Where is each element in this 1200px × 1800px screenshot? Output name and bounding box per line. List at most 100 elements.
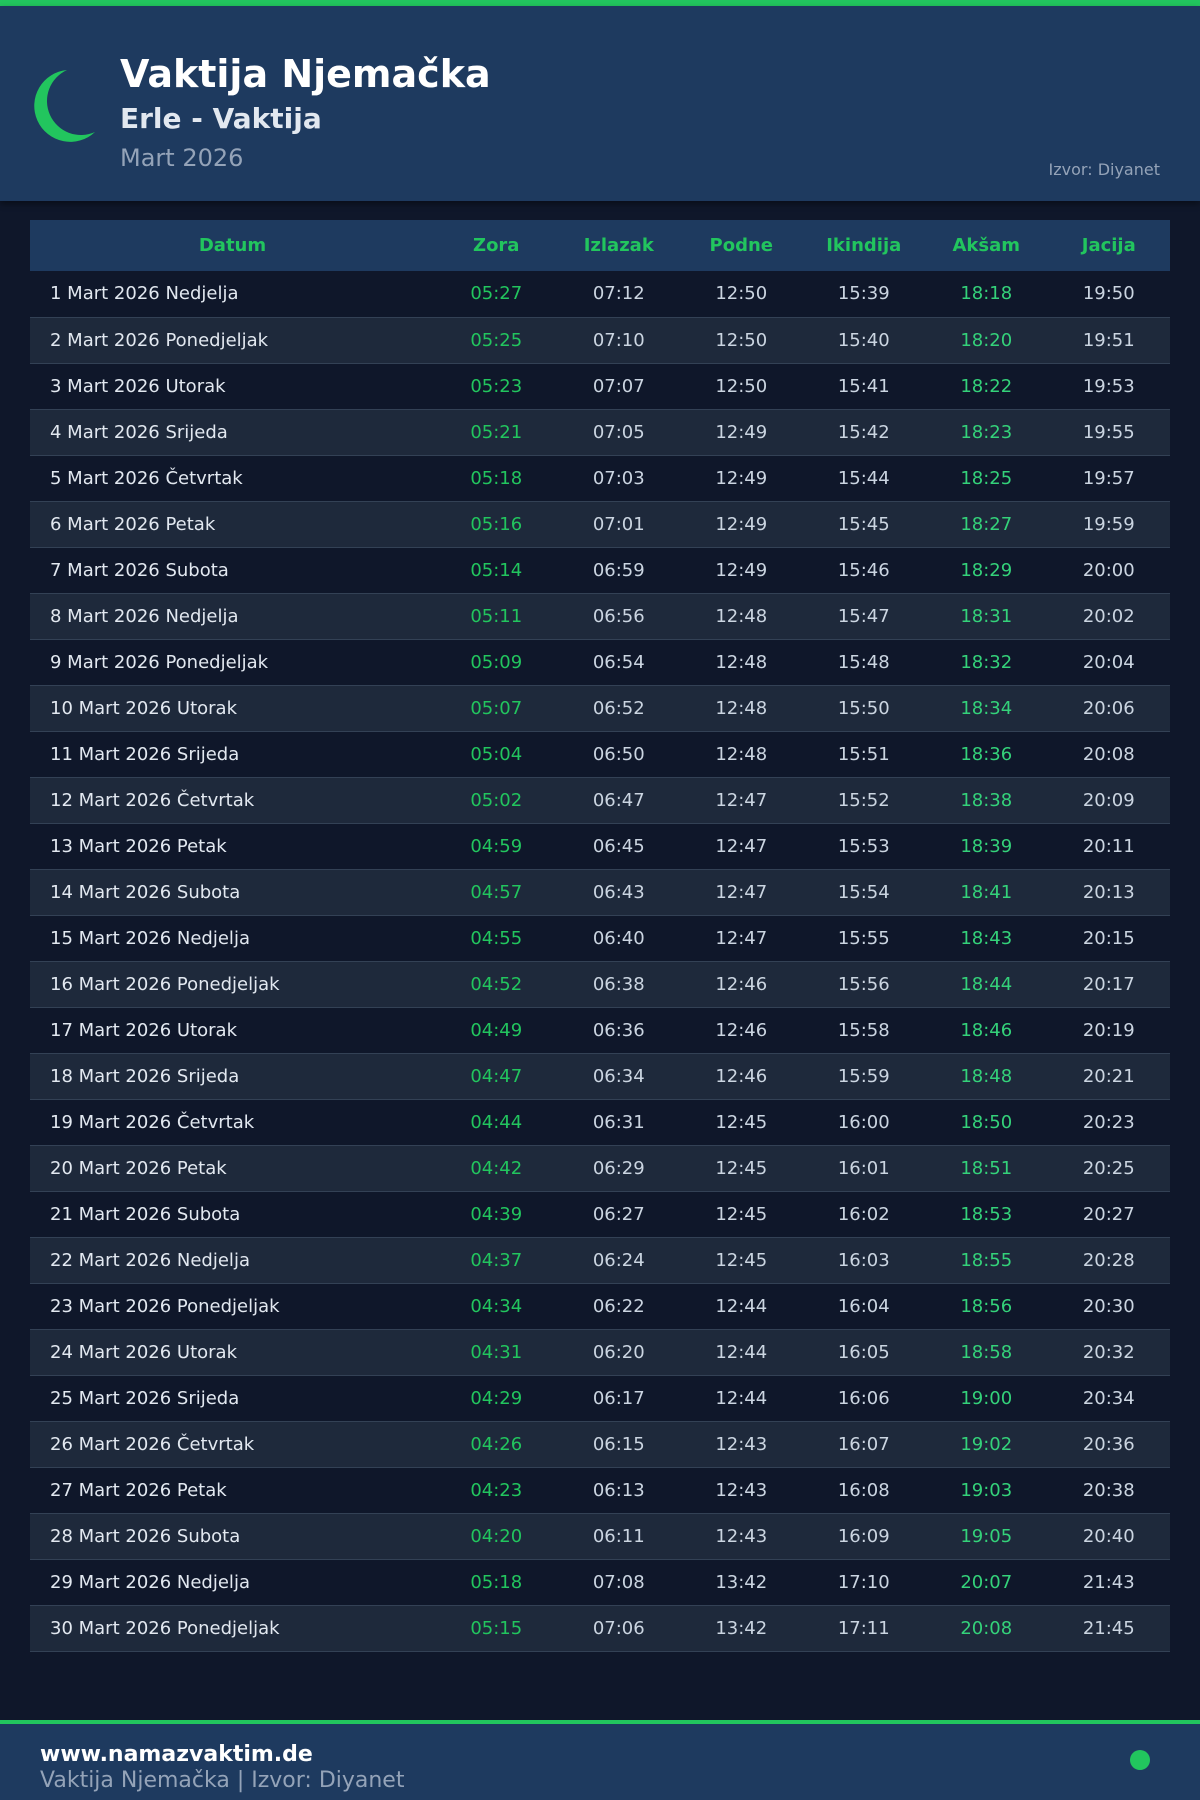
cell-aksam: 18:55 [925, 1237, 1048, 1284]
cell-aksam: 19:05 [925, 1513, 1048, 1560]
page-title: Vaktija Njemačka [120, 52, 491, 96]
cell-podne: 12:48 [680, 685, 803, 732]
top-accent-bar [0, 0, 1200, 6]
table-row: 2 Mart 2026 Ponedjeljak 05:25 07:10 12:50 15… [30, 317, 1170, 364]
cell-aksam: 18:18 [925, 271, 1048, 318]
cell-date: 23 Mart 2026 Ponedjeljak [30, 1283, 435, 1330]
cell-izlazak: 06:43 [557, 869, 680, 916]
cell-zora: 04:44 [435, 1099, 558, 1146]
cell-ikindija: 15:58 [802, 1007, 925, 1054]
cell-podne: 12:50 [680, 271, 803, 318]
cell-izlazak: 06:54 [557, 639, 680, 686]
cell-ikindija: 15:55 [802, 915, 925, 962]
cell-podne: 13:42 [680, 1559, 803, 1606]
cell-date: 22 Mart 2026 Nedjelja [30, 1237, 435, 1284]
cell-jacija: 19:55 [1047, 409, 1170, 456]
source-label: Izvor: Diyanet [1048, 160, 1160, 179]
column-header-date: Datum [30, 220, 435, 271]
cell-ikindija: 15:54 [802, 869, 925, 916]
cell-podne: 13:42 [680, 1605, 803, 1652]
table-row: 28 Mart 2026 Subota 04:20 06:11 12:43 16:09 1… [30, 1513, 1170, 1560]
table-row: 7 Mart 2026 Subota 05:14 06:59 12:49 15:46 18… [30, 547, 1170, 594]
cell-aksam: 18:20 [925, 317, 1048, 364]
cell-izlazak: 07:07 [557, 363, 680, 410]
cell-ikindija: 16:03 [802, 1237, 925, 1284]
cell-date: 6 Mart 2026 Petak [30, 501, 435, 548]
cell-date: 2 Mart 2026 Ponedjeljak [30, 317, 435, 364]
table-row: 12 Mart 2026 Četvrtak 05:02 06:47 12:47 15:5… [30, 777, 1170, 824]
table-row: 11 Mart 2026 Srijeda 05:04 06:50 12:48 15:51… [30, 731, 1170, 778]
column-header-aksam: Akšam [925, 220, 1048, 271]
cell-izlazak: 06:38 [557, 961, 680, 1008]
cell-ikindija: 15:42 [802, 409, 925, 456]
cell-jacija: 20:02 [1047, 593, 1170, 640]
cell-ikindija: 15:45 [802, 501, 925, 548]
cell-ikindija: 15:39 [802, 271, 925, 318]
cell-izlazak: 07:06 [557, 1605, 680, 1652]
cell-podne: 12:49 [680, 501, 803, 548]
table-row: 8 Mart 2026 Nedjelja 05:11 06:56 12:48 15:47… [30, 593, 1170, 640]
cell-zora: 04:49 [435, 1007, 558, 1054]
cell-izlazak: 06:27 [557, 1191, 680, 1238]
cell-ikindija: 16:08 [802, 1467, 925, 1514]
cell-aksam: 18:56 [925, 1283, 1048, 1330]
column-header-ikindija: Ikindija [802, 220, 925, 271]
cell-date: 15 Mart 2026 Nedjelja [30, 915, 435, 962]
cell-aksam: 18:51 [925, 1145, 1048, 1192]
cell-izlazak: 07:05 [557, 409, 680, 456]
table-row: 9 Mart 2026 Ponedjeljak 05:09 06:54 12:48 15… [30, 639, 1170, 686]
cell-jacija: 19:53 [1047, 363, 1170, 410]
cell-zora: 04:52 [435, 961, 558, 1008]
cell-izlazak: 06:36 [557, 1007, 680, 1054]
cell-jacija: 20:21 [1047, 1053, 1170, 1100]
cell-date: 1 Mart 2026 Nedjelja [30, 271, 435, 318]
cell-aksam: 18:25 [925, 455, 1048, 502]
cell-izlazak: 06:22 [557, 1283, 680, 1330]
table-row: 26 Mart 2026 Četvrtak 04:26 06:15 12:43 16:0… [30, 1421, 1170, 1468]
cell-date: 30 Mart 2026 Ponedjeljak [30, 1605, 435, 1652]
cell-zora: 04:39 [435, 1191, 558, 1238]
cell-podne: 12:48 [680, 593, 803, 640]
cell-ikindija: 16:00 [802, 1099, 925, 1146]
cell-jacija: 20:04 [1047, 639, 1170, 686]
column-header-izlazak: Izlazak [557, 220, 680, 271]
cell-aksam: 18:22 [925, 363, 1048, 410]
table-row: 13 Mart 2026 Petak 04:59 06:45 12:47 15:53 18… [30, 823, 1170, 870]
cell-jacija: 20:23 [1047, 1099, 1170, 1146]
cell-date: 12 Mart 2026 Četvrtak [30, 777, 435, 824]
cell-zora: 05:11 [435, 593, 558, 640]
cell-aksam: 18:32 [925, 639, 1048, 686]
cell-ikindija: 16:01 [802, 1145, 925, 1192]
table-row: 16 Mart 2026 Ponedjeljak 04:52 06:38 12:46 1… [30, 961, 1170, 1008]
cell-zora: 05:02 [435, 777, 558, 824]
cell-izlazak: 06:45 [557, 823, 680, 870]
cell-aksam: 19:03 [925, 1467, 1048, 1514]
footer-url[interactable]: www.namazvaktim.de [40, 1742, 313, 1767]
cell-izlazak: 07:12 [557, 271, 680, 318]
table-row: 5 Mart 2026 Četvrtak 05:18 07:03 12:49 15:44… [30, 455, 1170, 502]
cell-podne: 12:44 [680, 1283, 803, 1330]
cell-ikindija: 15:47 [802, 593, 925, 640]
cell-date: 25 Mart 2026 Srijeda [30, 1375, 435, 1422]
cell-date: 19 Mart 2026 Četvrtak [30, 1099, 435, 1146]
cell-zora: 05:25 [435, 317, 558, 364]
cell-izlazak: 06:59 [557, 547, 680, 594]
cell-jacija: 19:50 [1047, 271, 1170, 318]
cell-ikindija: 15:50 [802, 685, 925, 732]
cell-zora: 05:18 [435, 1559, 558, 1606]
cell-jacija: 20:30 [1047, 1283, 1170, 1330]
page-footer: www.namazvaktim.de Vaktija Njemačka | Iz… [0, 1720, 1200, 1800]
cell-podne: 12:46 [680, 1053, 803, 1100]
cell-zora: 05:09 [435, 639, 558, 686]
cell-podne: 12:44 [680, 1329, 803, 1376]
page-subtitle: Erle - Vaktija [120, 102, 322, 135]
cell-izlazak: 07:10 [557, 317, 680, 364]
cell-zora: 04:57 [435, 869, 558, 916]
cell-ikindija: 17:11 [802, 1605, 925, 1652]
cell-zora: 04:20 [435, 1513, 558, 1560]
cell-ikindija: 16:02 [802, 1191, 925, 1238]
cell-aksam: 18:29 [925, 547, 1048, 594]
cell-jacija: 20:13 [1047, 869, 1170, 916]
cell-jacija: 20:15 [1047, 915, 1170, 962]
cell-zora: 05:15 [435, 1605, 558, 1652]
